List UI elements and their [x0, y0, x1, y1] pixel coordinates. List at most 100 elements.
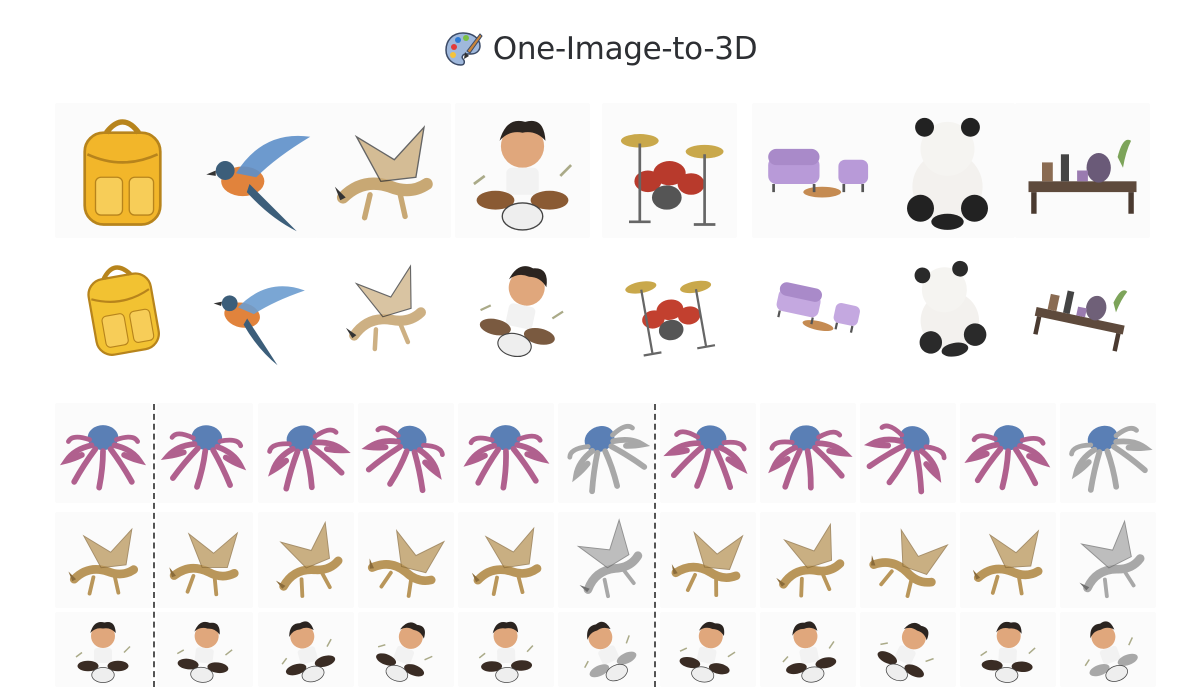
page-title: One-Image-to-3D [492, 31, 758, 67]
sofa-icon [752, 245, 887, 370]
dragon-icon [860, 512, 956, 608]
drum-kit-icon [602, 103, 737, 238]
dragon-icon [55, 512, 151, 608]
octopus-icon [760, 403, 856, 503]
drummer-icon [660, 612, 756, 687]
render-3d-dragon [316, 245, 451, 370]
comparison-dragon-view-7 [760, 512, 856, 608]
panda-icon [880, 103, 1015, 238]
drummer-icon [960, 612, 1056, 687]
comparison-drummer-boy-view-1 [157, 612, 253, 687]
dragon-icon [316, 103, 451, 238]
dragon-icon [660, 512, 756, 608]
drummer-icon [455, 245, 590, 370]
drummer-icon [558, 612, 654, 687]
bird-icon [182, 103, 317, 238]
comparison-drummer-boy-view-4 [458, 612, 554, 687]
drummer-icon [157, 612, 253, 687]
comparison-octopus-view-9 [960, 403, 1056, 503]
divider-dashed-1 [153, 404, 155, 687]
octopus-icon [458, 403, 554, 503]
comparison-drummer-boy-view-7 [760, 612, 856, 687]
dragon-icon [258, 512, 354, 608]
comparison-dragon-view-3 [358, 512, 454, 608]
comparison-drummer-boy-view-6 [660, 612, 756, 687]
drummer-icon [860, 612, 956, 687]
drummer-icon [760, 612, 856, 687]
render-3d-drum-kit [602, 245, 737, 370]
input-image-desk [1015, 103, 1150, 238]
comparison-octopus-view-1 [157, 403, 253, 503]
comparison-dragon-view-8 [860, 512, 956, 608]
dragon-icon [458, 512, 554, 608]
dragon-icon [558, 512, 654, 608]
octopus-icon [157, 403, 253, 503]
drummer-icon [1060, 612, 1156, 687]
input-image-drummer-boy [455, 103, 590, 238]
comparison-drummer-boy-view-8 [860, 612, 956, 687]
comparison-octopus-view-4 [458, 403, 554, 503]
drummer-icon [258, 612, 354, 687]
dragon-icon [157, 512, 253, 608]
dragon-icon [1060, 512, 1156, 608]
octopus-icon [860, 403, 956, 503]
bird-icon [182, 245, 317, 370]
dragon-icon [960, 512, 1056, 608]
render-3d-drummer-boy [455, 245, 590, 370]
dragon-icon [358, 512, 454, 608]
comparison-dragon-mesh [558, 512, 654, 608]
drummer-icon [55, 612, 151, 687]
render-3d-backpack [55, 245, 190, 370]
comparison-dragon-view-4 [458, 512, 554, 608]
octopus-icon [660, 403, 756, 503]
comparison-drummer-boy-view-3 [358, 612, 454, 687]
desk-icon [1015, 103, 1150, 238]
octopus-icon [358, 403, 454, 503]
page-header: One-Image-to-3D [0, 26, 1200, 72]
input-image-backpack [55, 103, 190, 238]
comparison-octopus-view-8 [860, 403, 956, 503]
comparison-drummer-boy-mesh [1060, 612, 1156, 687]
drummer-icon [458, 612, 554, 687]
comparison-octopus-input [55, 403, 151, 503]
comparison-dragon-view-6 [660, 512, 756, 608]
input-image-panda [880, 103, 1015, 238]
divider-dashed-2 [654, 404, 656, 687]
drummer-icon [455, 103, 590, 238]
backpack-icon [55, 245, 190, 370]
comparison-dragon-view-2 [258, 512, 354, 608]
input-image-dragon [316, 103, 451, 238]
render-3d-sofa-set [752, 245, 887, 370]
comparison-drummer-boy-input [55, 612, 151, 687]
render-3d-bird [182, 245, 317, 370]
input-image-sofa-set [752, 103, 887, 238]
comparison-dragon-mesh [1060, 512, 1156, 608]
octopus-icon [1060, 403, 1156, 503]
comparison-drummer-boy-view-2 [258, 612, 354, 687]
input-image-drum-kit [602, 103, 737, 238]
comparison-octopus-view-3 [358, 403, 454, 503]
comparison-dragon-input [55, 512, 151, 608]
comparison-drummer-boy-mesh [558, 612, 654, 687]
octopus-icon [558, 403, 654, 503]
drummer-icon [358, 612, 454, 687]
octopus-icon [55, 403, 151, 503]
input-image-bird [182, 103, 317, 238]
backpack-icon [55, 103, 190, 238]
octopus-icon [258, 403, 354, 503]
panda-icon [880, 245, 1015, 370]
octopus-icon [960, 403, 1056, 503]
comparison-octopus-view-7 [760, 403, 856, 503]
drum-kit-icon [602, 245, 737, 370]
comparison-dragon-view-1 [157, 512, 253, 608]
desk-icon [1015, 245, 1150, 370]
comparison-octopus-mesh [558, 403, 654, 503]
comparison-octopus-mesh [1060, 403, 1156, 503]
render-3d-panda [880, 245, 1015, 370]
render-3d-desk [1015, 245, 1150, 370]
dragon-icon [760, 512, 856, 608]
comparison-dragon-view-9 [960, 512, 1056, 608]
artist-palette-icon [444, 32, 483, 66]
comparison-drummer-boy-view-9 [960, 612, 1056, 687]
comparison-octopus-view-2 [258, 403, 354, 503]
